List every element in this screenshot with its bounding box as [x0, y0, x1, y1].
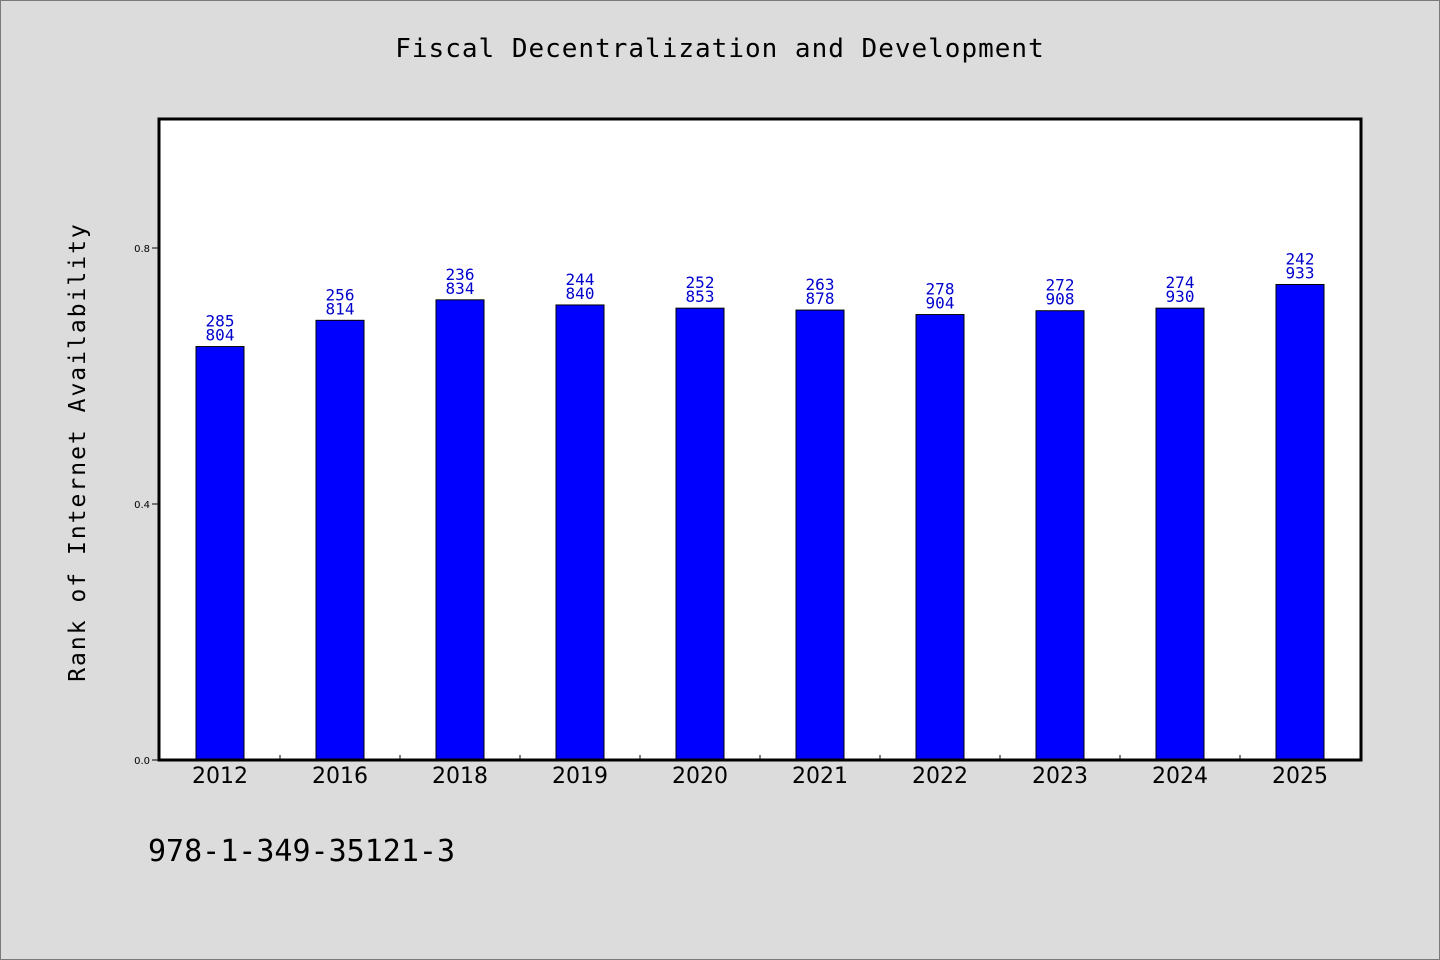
bar-2020	[675, 307, 725, 761]
x-tick-label: 2016	[312, 764, 368, 789]
bar-label-top: 274	[1166, 273, 1195, 292]
x-ticks-group: 2012 2016 2018 2019 2020 2021 2022 2023 2024 2025	[192, 755, 1328, 789]
y-tick-label: 0.4	[134, 500, 150, 511]
bar-label-bottom: 834	[446, 279, 475, 298]
x-tick-label: 2022	[912, 764, 968, 789]
bar-label-bottom: 908	[1046, 290, 1075, 309]
isbn-footer: 978-1-349-35121-3	[148, 834, 456, 869]
bar-label-top: 272	[1046, 276, 1075, 295]
x-tick-label: 2019	[552, 764, 608, 789]
y-tick-label: 0.8	[134, 244, 150, 255]
bar-label-top: 285	[206, 312, 235, 331]
x-tick-label: 2018	[432, 764, 488, 789]
bar-label-bottom: 904	[926, 294, 955, 313]
bar-label-top: 242	[1286, 249, 1315, 268]
bar-label-bottom: 933	[1286, 263, 1315, 282]
bar-label-top: 252	[686, 273, 715, 292]
bar-label-top: 278	[926, 280, 955, 299]
x-tick-label: 2023	[1032, 764, 1088, 789]
plot-border	[157, 117, 1363, 762]
x-tick-label: 2024	[1152, 764, 1208, 789]
x-tick-label: 2020	[672, 764, 728, 789]
bar-2023	[1035, 310, 1085, 761]
x-tick-label: 2012	[192, 764, 248, 789]
y-tick-label: 0.0	[134, 756, 150, 767]
chart-title: Fiscal Decentralization and Development	[395, 34, 1045, 64]
bar-label-top: 263	[806, 275, 835, 294]
bar-label-bottom: 853	[686, 287, 715, 306]
bar-2024	[1155, 307, 1205, 761]
bar-label-bottom: 814	[326, 299, 355, 318]
bar-2025	[1275, 283, 1325, 761]
bar-label-bottom: 930	[1166, 287, 1195, 306]
bar-label-bottom: 840	[566, 284, 595, 303]
bar-2016	[315, 319, 365, 761]
bar-label-bottom: 878	[806, 289, 835, 308]
x-tick-label: 2021	[792, 764, 848, 789]
bar-label-bottom: 804	[206, 326, 235, 345]
y-ticks-group: 0.0 0.4 0.8	[134, 244, 160, 767]
bar-label-top: 236	[446, 265, 475, 284]
bar-2021	[795, 309, 845, 761]
bar-2018	[435, 299, 485, 761]
x-tick-label: 2025	[1272, 764, 1328, 789]
bar-label-top: 256	[326, 285, 355, 304]
bar-label-top: 244	[566, 270, 595, 289]
bar-2019	[555, 304, 605, 761]
bar-2022	[915, 314, 965, 761]
bar-2012	[195, 346, 245, 761]
